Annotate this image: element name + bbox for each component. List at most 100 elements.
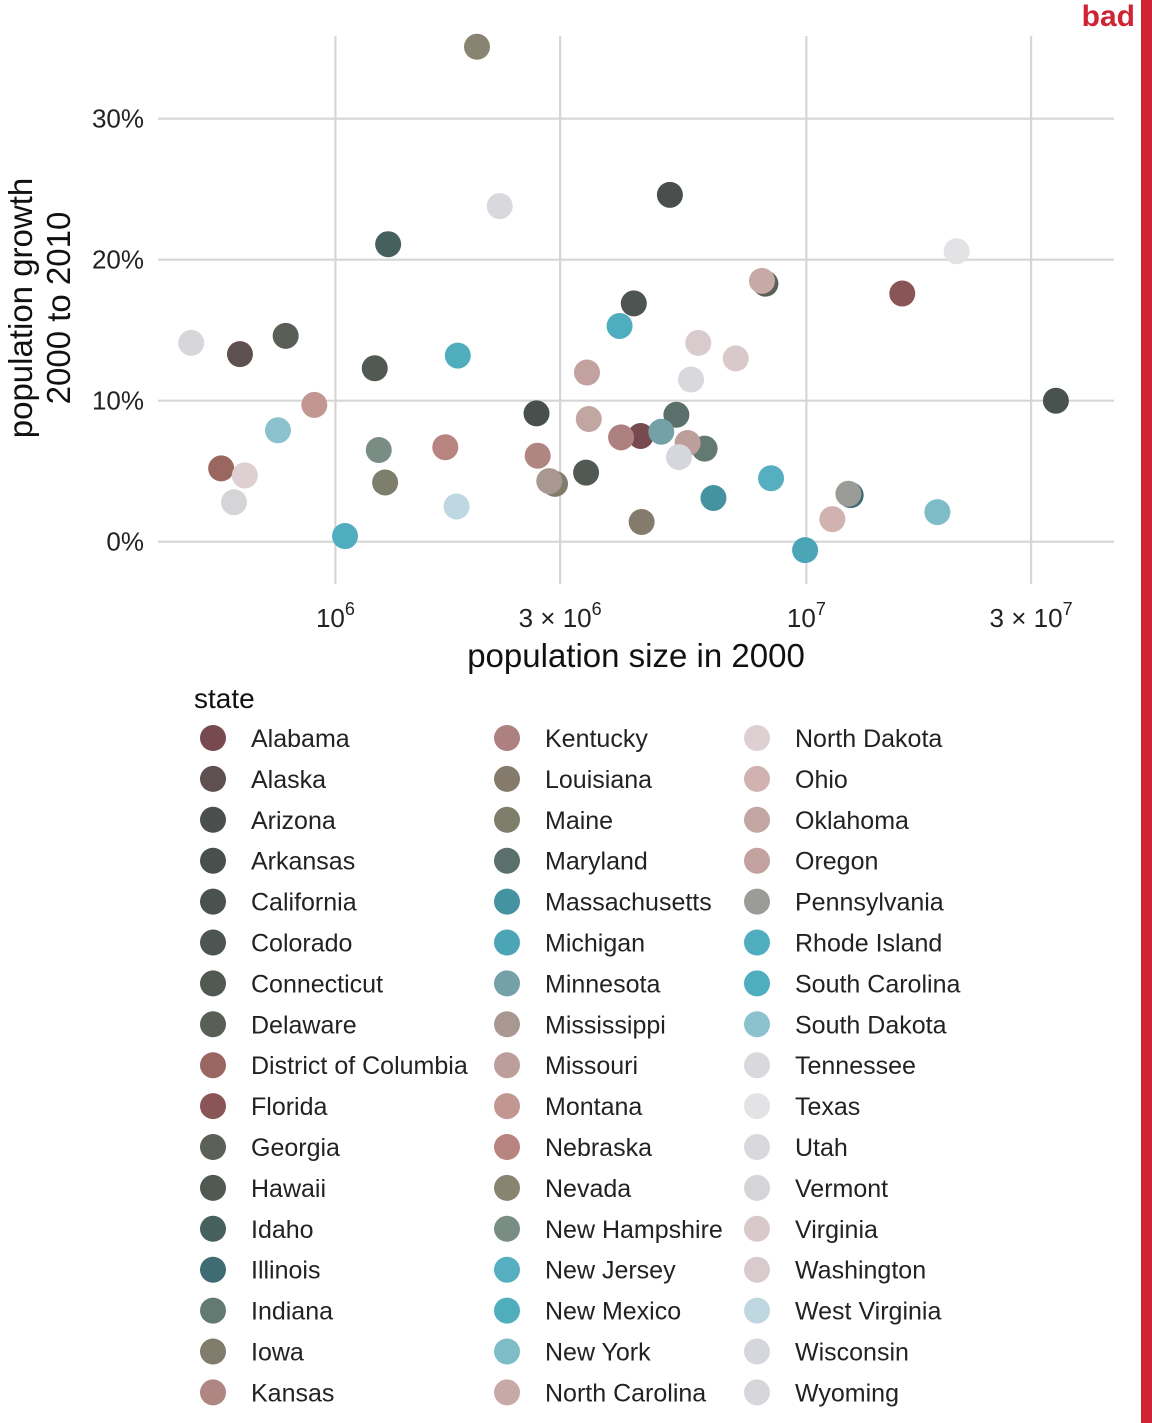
- legend-label: Minnesota: [545, 970, 660, 998]
- legend-label: Virginia: [795, 1216, 878, 1244]
- legend-label: Kentucky: [545, 725, 648, 753]
- legend-item: South Carolina: [744, 970, 960, 998]
- scatter-point: Mississippi: [536, 468, 563, 495]
- scatter-point: Delaware: [272, 322, 299, 349]
- legend-swatch: [494, 765, 520, 792]
- legend-item: Georgia: [200, 1134, 340, 1162]
- legend-item: Virginia: [744, 1215, 878, 1244]
- legend-label: Mississippi: [545, 1011, 666, 1039]
- legend: Alabama Alaska Arizona Arkansas California Co…: [200, 725, 960, 1407]
- legend-label: District of Columbia: [251, 1052, 468, 1080]
- scatter-point: New Jersey: [758, 465, 785, 492]
- legend-swatch: [200, 1297, 226, 1324]
- scatter-point: Washington: [685, 329, 712, 356]
- legend-item: Maryland: [494, 847, 648, 876]
- legend-label: Alabama: [251, 725, 350, 753]
- legend-swatch: [744, 1215, 770, 1242]
- legend-label: Rhode Island: [795, 930, 942, 958]
- scatter-point: South Carolina: [606, 312, 633, 339]
- legend-swatch: [200, 1052, 226, 1079]
- legend-swatch: [200, 1215, 226, 1242]
- x-tick-exponent: 6: [345, 599, 355, 619]
- scatter-point: Pennsylvania: [835, 480, 862, 507]
- legend-swatch: [744, 1379, 770, 1406]
- legend-item: Maine: [494, 806, 613, 835]
- legend-item: Kansas: [200, 1379, 334, 1407]
- legend-label: Utah: [795, 1134, 848, 1162]
- scatter-point: Wisconsin: [665, 444, 692, 471]
- legend-swatch: [744, 1297, 770, 1324]
- scatter-point: Minnesota: [648, 418, 675, 445]
- legend-item: Alaska: [200, 765, 326, 794]
- legend-item: Delaware: [200, 1011, 357, 1039]
- scatter-point: Idaho: [375, 231, 402, 258]
- legend-label: Washington: [795, 1257, 926, 1285]
- scatter-point: West Virginia: [443, 493, 470, 520]
- legend-label: Nebraska: [545, 1134, 652, 1162]
- legend-title: state: [194, 683, 255, 714]
- legend-swatch: [494, 888, 520, 915]
- scatter-point: Kentucky: [608, 424, 635, 451]
- legend-swatch: [200, 725, 226, 751]
- legend-swatch: [200, 1011, 226, 1038]
- legend-label: Florida: [251, 1093, 328, 1121]
- y-tick-label: 30%: [92, 104, 144, 134]
- legend-label: Vermont: [795, 1175, 888, 1203]
- legend-label: West Virginia: [795, 1298, 941, 1326]
- legend-swatch: [744, 1011, 770, 1038]
- legend-label: Michigan: [545, 930, 645, 958]
- scatter-point: Maine: [372, 469, 399, 496]
- legend-label: Maryland: [545, 848, 648, 876]
- legend-item: Vermont: [744, 1174, 888, 1203]
- scatter-point: Alabama: [627, 422, 654, 449]
- legend-label: Ohio: [795, 766, 848, 794]
- scatter-point: South Dakota: [264, 417, 291, 444]
- legend-swatch: [494, 1338, 520, 1365]
- x-tick-base: 10: [787, 603, 816, 633]
- scatter-point: California: [1042, 387, 1069, 414]
- legend-label: Montana: [545, 1093, 642, 1121]
- legend-label: Wyoming: [795, 1379, 899, 1407]
- legend-swatch: [200, 1134, 226, 1160]
- legend-item: Tennessee: [744, 1052, 916, 1080]
- legend-swatch: [494, 929, 520, 956]
- scatter-point: Louisiana: [628, 508, 655, 535]
- scatter-point: Montana: [301, 391, 328, 418]
- legend-label: Connecticut: [251, 970, 383, 998]
- x-tick-exponent: 6: [592, 599, 602, 619]
- legend-label: New Jersey: [545, 1257, 676, 1285]
- legend-label: Kansas: [251, 1379, 334, 1407]
- legend-swatch: [494, 1215, 520, 1242]
- legend-item: New Mexico: [494, 1297, 681, 1326]
- legend-label: Hawaii: [251, 1175, 326, 1203]
- x-tick-base: 3 × 10: [990, 603, 1063, 633]
- legend-swatch: [200, 1093, 226, 1120]
- legend-swatch: [744, 1174, 770, 1201]
- scatter-point: Oregon: [573, 359, 600, 386]
- legend-swatch: [200, 888, 226, 915]
- scatter-point: Texas: [943, 238, 970, 265]
- legend-swatch: [494, 1256, 520, 1283]
- scatter-point: District of Columbia: [208, 455, 235, 482]
- legend-item: New York: [494, 1338, 651, 1367]
- legend-item: Idaho: [200, 1215, 314, 1244]
- legend-swatch: [200, 970, 226, 997]
- scatter-point: Oklahoma: [575, 406, 602, 433]
- legend-swatch: [494, 1297, 520, 1324]
- legend-swatch: [200, 1379, 226, 1406]
- legend-swatch: [744, 1256, 770, 1283]
- legend-swatch: [494, 1011, 520, 1038]
- legend-label: Pennsylvania: [795, 889, 944, 917]
- legend-label: Arkansas: [251, 848, 355, 876]
- legend-item: Rhode Island: [744, 929, 942, 958]
- legend-swatch: [200, 806, 226, 833]
- legend-label: Alaska: [251, 766, 326, 794]
- legend-swatch: [200, 1256, 226, 1283]
- legend-label: Arizona: [251, 807, 336, 835]
- legend-item: West Virginia: [744, 1297, 941, 1326]
- scatter-point: Ohio: [819, 506, 846, 533]
- legend-swatch: [744, 725, 770, 751]
- legend-label: Oregon: [795, 848, 878, 876]
- scatter-point: Massachusetts: [700, 484, 727, 511]
- scatter-point: Virginia: [722, 345, 749, 372]
